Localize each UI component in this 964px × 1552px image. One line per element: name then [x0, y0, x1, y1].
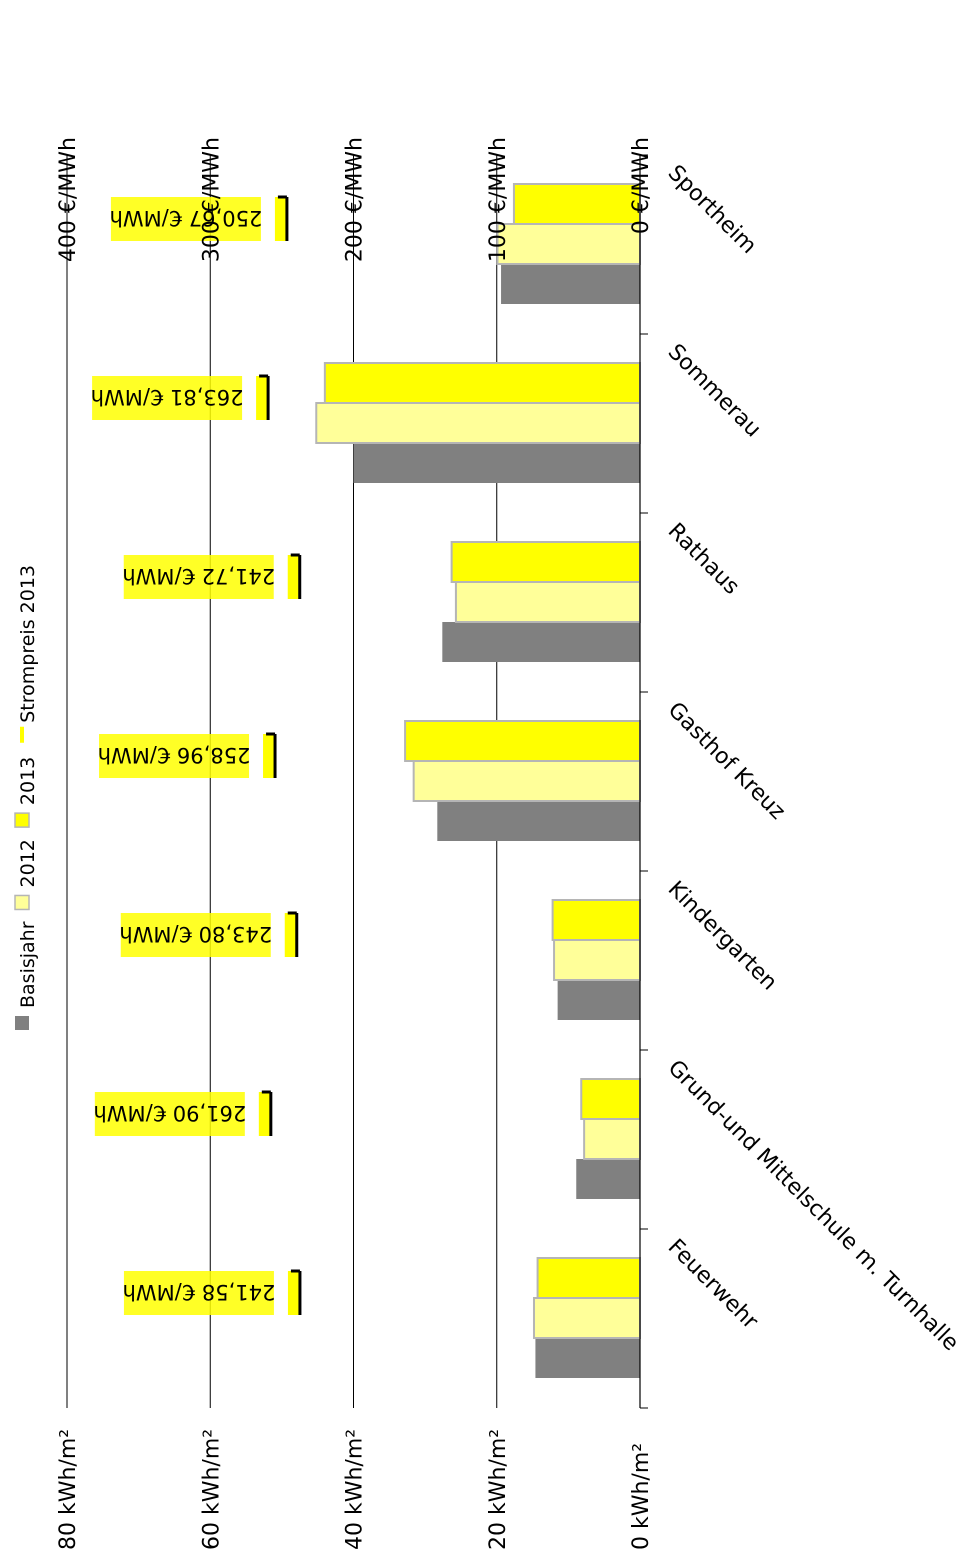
price-label-bg [123, 555, 274, 599]
price-label: 243,80 €/MWh [119, 922, 272, 946]
secondary-tick-label: 300 €/MWh [199, 137, 224, 262]
price-marker [274, 197, 287, 241]
legend-swatch [14, 894, 30, 911]
category-label: Kindergarten [663, 877, 782, 996]
bar [323, 362, 641, 404]
axes: 0 kWh/m² 0 €/MWh 20 kWh/m² 100 €/MWh 40 kWh/… [56, 137, 963, 1550]
price-marker [258, 1092, 271, 1136]
bar [501, 264, 640, 304]
category-label: Sommerau [663, 340, 766, 443]
category-label: Rathaus [663, 519, 744, 600]
primary-tick-label: 60 kWh/m² [199, 1429, 224, 1550]
bar [532, 1297, 641, 1339]
legend-swatch [15, 1016, 29, 1030]
price-marker [287, 555, 300, 599]
bar [580, 1078, 642, 1120]
price-label: 241,58 €/MWh [123, 1280, 276, 1304]
category-label: Gasthof Kreuz [663, 698, 790, 825]
price-label: 258,96 €/MWh [98, 743, 251, 767]
price-label: 241,72 €/MWh [122, 564, 275, 588]
bar [576, 1159, 640, 1199]
price-label-bg [94, 1092, 245, 1136]
price-marker [256, 376, 269, 420]
bar [353, 443, 640, 483]
price-label-bg [92, 376, 243, 420]
category-label: Sportheim [663, 161, 761, 259]
price-marker [284, 913, 297, 957]
bar [536, 1257, 641, 1299]
bar [512, 183, 641, 225]
legend-label: 2012 [17, 839, 39, 887]
bar [437, 801, 640, 841]
primary-tick-label: 20 kWh/m² [486, 1429, 511, 1550]
category-label: Feuerwehr [663, 1235, 763, 1335]
bar [553, 939, 641, 981]
bar [404, 720, 641, 762]
primary-tick-label: 80 kWh/m² [56, 1429, 81, 1550]
secondary-tick-label: 100 €/MWh [486, 137, 511, 262]
bar [454, 581, 641, 623]
primary-tick-label: 0 kWh/m² [629, 1443, 654, 1550]
bar [496, 223, 641, 265]
price-label-bg [110, 197, 261, 241]
price-label-bg [99, 734, 250, 778]
primary-tick-label: 40 kWh/m² [343, 1429, 368, 1550]
category-label: Grund-und Mittelschule m. Turnhalle [663, 1056, 964, 1357]
secondary-tick-label: 0 €/MWh [629, 137, 654, 234]
bar [535, 1338, 640, 1378]
price-marker [263, 734, 276, 778]
bar [315, 402, 641, 444]
legend: Basisjahr 2012 2013 Strompreis 2013 [14, 565, 39, 1030]
price-markers: 241,58 €/MWh 261,90 €/MWh 243,80 €/MWh 258,… [91, 195, 302, 1315]
bar [551, 899, 641, 941]
bar [442, 622, 640, 662]
price-label: 250,67 €/MWh [110, 206, 263, 230]
price-marker [287, 1271, 300, 1315]
price-label: 261,90 €/MWh [93, 1101, 246, 1125]
bar [557, 980, 640, 1020]
legend-label: 2013 [17, 757, 39, 805]
price-label: 263,81 €/MWh [91, 385, 244, 409]
secondary-tick-label: 400 €/MWh [56, 137, 81, 262]
secondary-tick-label: 200 €/MWh [343, 137, 368, 262]
legend-swatch [14, 812, 30, 828]
bar [450, 541, 641, 583]
bar [583, 1118, 642, 1160]
bar [412, 760, 642, 802]
price-label-bg [120, 913, 271, 957]
bars [315, 183, 642, 1378]
legend-label: Basisjahr [17, 921, 39, 1008]
legend-label: Strompreis 2013 [17, 565, 39, 723]
price-label-bg [123, 1271, 274, 1315]
